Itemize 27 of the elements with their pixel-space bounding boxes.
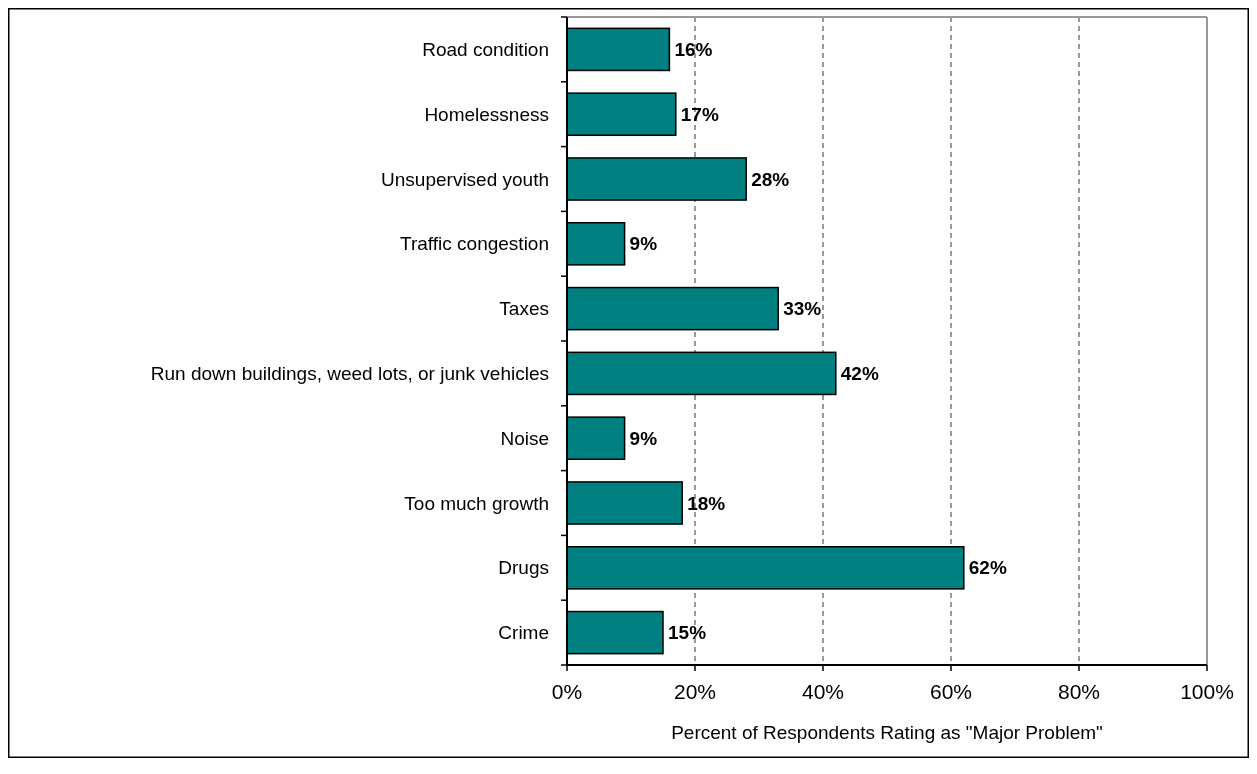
data-label: 17% (680, 103, 719, 125)
data-label: 9% (629, 233, 658, 255)
data-label: 16% (674, 39, 713, 61)
y-tick-label: Traffic congestion (400, 233, 549, 255)
y-tick-label: Drugs (498, 557, 549, 579)
data-label: 18% (687, 492, 726, 514)
y-tick-label: Unsupervised youth (381, 168, 549, 190)
data-label: 15% (668, 622, 707, 644)
x-tick-label: 40% (801, 680, 845, 703)
data-label: 42% (840, 363, 879, 385)
x-tick-label: 60% (929, 680, 973, 703)
data-label: 28% (751, 168, 790, 190)
x-tick-label: 100% (1180, 680, 1234, 703)
y-tick-label: Noise (500, 427, 549, 449)
x-tick-label: 20% (673, 680, 717, 703)
y-tick-label: Too much growth (404, 492, 549, 514)
data-label: 62% (968, 557, 1007, 579)
x-tick-label: 80% (1057, 680, 1101, 703)
y-tick-label: Road condition (422, 39, 549, 61)
y-tick-label: Crime (498, 622, 549, 644)
x-tick-label: 0% (551, 680, 583, 703)
y-tick-label: Run down buildings, weed lots, or junk vehicles (150, 363, 549, 385)
data-label: 9% (629, 427, 658, 449)
x-axis-title: Percent of Respondents Rating as "Major Problem" (671, 722, 1103, 743)
data-label: 33% (783, 298, 822, 320)
y-tick-label: Taxes (499, 298, 549, 320)
y-tick-label: Homelessness (424, 103, 549, 125)
